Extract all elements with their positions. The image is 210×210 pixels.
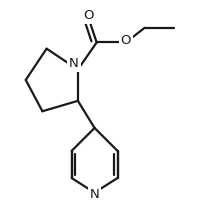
Text: N: N: [90, 188, 100, 201]
Text: N: N: [69, 57, 79, 70]
Text: O: O: [121, 34, 131, 47]
Text: O: O: [83, 9, 94, 22]
